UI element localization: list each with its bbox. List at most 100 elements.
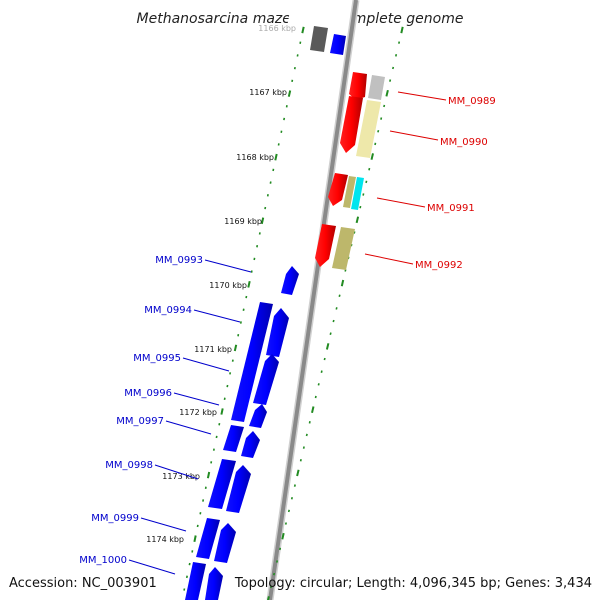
label-MM_0991[interactable]: MM_0991: [427, 203, 475, 214]
gene-MM_0992-arrow[interactable]: [315, 224, 336, 267]
outer-scale-major-tick: [370, 153, 374, 160]
inner-scale-major-tick: [301, 26, 305, 34]
inner-scale-major-tick: [247, 280, 251, 288]
outer-scale-minor-tick: [329, 332, 332, 336]
scale-label-1166: 1166 kbp: [258, 24, 296, 33]
gene-MM_1000-block[interactable]: [185, 562, 206, 600]
inner-scale-major-tick: [220, 408, 224, 415]
outer-scale-minor-tick: [398, 41, 401, 44]
scale-labels: 1166 kbp 1167 kbp 1168 kbp 1169 kbp 1170…: [146, 24, 296, 544]
accession-text: Accession: NC_003901: [9, 576, 157, 591]
label-MM_0999[interactable]: MM_0999: [91, 513, 139, 524]
gene-MM_0994-block[interactable]: [231, 302, 273, 422]
gene-MM_0991-companion1: [343, 176, 356, 208]
outer-scale-major-tick: [296, 469, 300, 477]
scale-label-1167: 1167 kbp: [249, 88, 287, 97]
scale-track-outer: [267, 26, 404, 600]
outer-scale-minor-tick: [284, 522, 287, 525]
gene-MM_0999-arrow[interactable]: [214, 523, 236, 563]
gene-MM_0997-arrow[interactable]: [241, 431, 260, 458]
inner-scale-major-tick: [206, 471, 211, 479]
scale-track-inner: [183, 26, 305, 591]
outer-scale-minor-tick: [308, 421, 311, 424]
gene-MM_0991-companion2: [351, 177, 364, 210]
outer-scale-minor-tick: [302, 446, 305, 449]
outer-scale-major-tick: [325, 343, 330, 350]
scale-label-1169: 1169 kbp: [224, 217, 262, 226]
inner-scale-major-tick: [193, 535, 197, 543]
outer-scale-minor-tick: [305, 433, 308, 437]
outer-scale-minor-tick: [299, 459, 302, 462]
gene-MM_0998-arrow[interactable]: [226, 465, 251, 513]
gene-MM_0999-block[interactable]: [196, 518, 220, 559]
outer-scale-major-tick: [311, 406, 315, 414]
gene-MM_0996-arrow[interactable]: [249, 404, 267, 428]
outer-scale-major-tick: [400, 26, 404, 34]
outer-scale-major-tick: [355, 216, 360, 224]
gene-MM_0991-arrow[interactable]: [328, 173, 348, 206]
label-MM_0993[interactable]: MM_0993: [155, 255, 203, 266]
outer-scale-minor-tick: [362, 193, 365, 196]
gene-MM_0990-arrow[interactable]: [340, 96, 363, 153]
reverse-strand-genes: [185, 266, 299, 600]
gene-top-blue: [330, 34, 346, 55]
scale-label-1174: 1174 kbp: [146, 535, 184, 544]
scale-label-1171: 1171 kbp: [194, 345, 232, 354]
outer-scale-minor-tick: [353, 231, 356, 234]
outer-scale-minor-tick: [270, 585, 273, 589]
gene-MM_0995-arrow[interactable]: [253, 354, 279, 405]
label-MM_0989[interactable]: MM_0989: [448, 96, 496, 107]
outer-scale-minor-tick: [279, 547, 282, 551]
label-MM_0990[interactable]: MM_0990: [440, 137, 488, 148]
outer-scale-major-tick: [385, 89, 389, 97]
outer-scale-minor-tick: [359, 205, 362, 209]
outer-scale-major-tick: [281, 532, 285, 540]
inner-scale-minor-tick: [183, 588, 186, 591]
label-MM_0994[interactable]: MM_0994: [144, 305, 192, 316]
reverse-gene-labels: MM_0993 MM_0994 MM_0995 MM_0996 MM_0997 …: [79, 255, 252, 575]
outer-scale-minor-tick: [332, 319, 335, 323]
label-MM_0997[interactable]: MM_0997: [116, 416, 164, 427]
scale-label-1168: 1168 kbp: [236, 153, 274, 162]
outer-scale-minor-tick: [380, 117, 383, 120]
inner-scale-major-tick: [233, 344, 238, 352]
outer-scale-minor-tick: [374, 142, 377, 146]
top-partial-genes: [310, 26, 346, 55]
outer-scale-major-tick: [340, 279, 345, 287]
label-MM_0996[interactable]: MM_0996: [124, 388, 172, 399]
outer-scale-minor-tick: [383, 104, 386, 108]
forward-gene-labels: MM_0989 MM_0990 MM_0991 MM_0992: [364, 91, 496, 271]
outer-scale-minor-tick: [323, 357, 326, 361]
gene-MM_0990-companion: [356, 100, 381, 158]
gene-MM_0993-arrow[interactable]: [281, 266, 299, 295]
gene-MM_0989-arrow[interactable]: [349, 72, 367, 100]
gene-MM_1000-arrow[interactable]: [205, 567, 223, 600]
label-MM_1000[interactable]: MM_1000: [79, 555, 127, 566]
outer-scale-minor-tick: [290, 497, 293, 500]
gene-MM_0992-companion: [332, 227, 355, 270]
label-MM_0998[interactable]: MM_0998: [105, 460, 153, 471]
inner-scale-major-tick: [287, 90, 292, 97]
forward-strand-genes: [315, 72, 385, 270]
gene-MM_0997-block[interactable]: [223, 425, 244, 452]
gene-MM_0994-arrow[interactable]: [266, 308, 289, 357]
inner-scale-minor-tick: [185, 575, 188, 579]
outer-scale-minor-tick: [389, 79, 392, 82]
outer-scale-minor-tick: [276, 560, 279, 563]
label-MM_0992[interactable]: MM_0992: [415, 260, 463, 271]
gene-MM_0989-companion: [368, 75, 385, 100]
outer-scale-minor-tick: [335, 307, 338, 310]
scale-label-1170: 1170 kbp: [209, 281, 247, 290]
outer-scale-minor-tick: [314, 395, 317, 399]
outer-scale-minor-tick: [338, 294, 341, 297]
label-MM_0995[interactable]: MM_0995: [133, 353, 181, 364]
gene-MM_0998-block[interactable]: [208, 459, 236, 509]
outer-scale-minor-tick: [392, 66, 395, 70]
outer-scale-minor-tick: [377, 129, 380, 133]
scale-label-1172: 1172 kbp: [179, 408, 217, 417]
outer-scale-minor-tick: [293, 484, 296, 487]
genome-summary-text: Topology: circular; Length: 4,096,345 bp…: [234, 576, 592, 591]
outer-scale-minor-tick: [368, 167, 371, 171]
outer-scale-minor-tick: [287, 509, 290, 513]
